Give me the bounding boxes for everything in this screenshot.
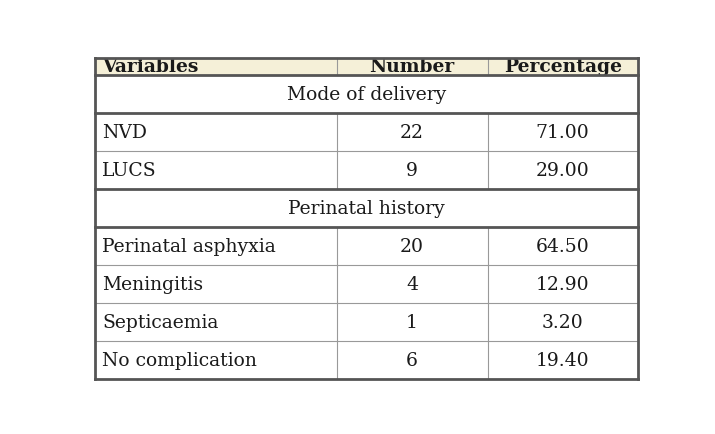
Text: 64.50: 64.50 [536,237,590,256]
Bar [95,113,337,151]
Bar [95,190,337,227]
Bar [95,303,337,342]
Bar [488,76,638,113]
Bar [95,151,337,190]
Bar [337,266,488,303]
Bar [95,59,337,76]
Bar [488,342,638,380]
Text: LUCS: LUCS [102,161,157,180]
Text: 19.40: 19.40 [536,352,590,369]
Text: 22: 22 [400,124,424,141]
Bar [337,113,488,151]
Bar [488,113,638,151]
Bar [488,190,638,227]
Text: 3.20: 3.20 [542,314,583,332]
Bar [488,227,638,266]
Bar [95,342,337,380]
Text: Variables: Variables [102,58,199,76]
Bar [488,266,638,303]
Bar [488,59,638,76]
Text: No complication: No complication [102,352,257,369]
Bar [337,227,488,266]
Bar [337,190,488,227]
Text: 12.90: 12.90 [536,276,590,293]
Text: Mode of delivery: Mode of delivery [287,85,446,103]
Bar [337,342,488,380]
Text: NVD: NVD [102,124,147,141]
Text: 4: 4 [406,276,418,293]
Text: 29.00: 29.00 [536,161,590,180]
Bar [337,59,488,76]
Text: Number: Number [370,58,455,76]
Text: 20: 20 [400,237,424,256]
Text: Perinatal history: Perinatal history [288,200,445,217]
Text: Meningitis: Meningitis [102,276,203,293]
Bar [337,151,488,190]
Bar [488,303,638,342]
Bar [337,76,488,113]
Bar [95,76,337,113]
Bar [337,303,488,342]
Text: 71.00: 71.00 [536,124,590,141]
Bar [95,266,337,303]
Text: Perinatal asphyxia: Perinatal asphyxia [102,237,276,256]
Text: Septicaemia: Septicaemia [102,314,219,332]
Text: 1: 1 [406,314,418,332]
Text: 6: 6 [406,352,418,369]
Text: 9: 9 [406,161,418,180]
Text: Percentage: Percentage [504,58,622,76]
Bar [488,151,638,190]
Bar [95,227,337,266]
